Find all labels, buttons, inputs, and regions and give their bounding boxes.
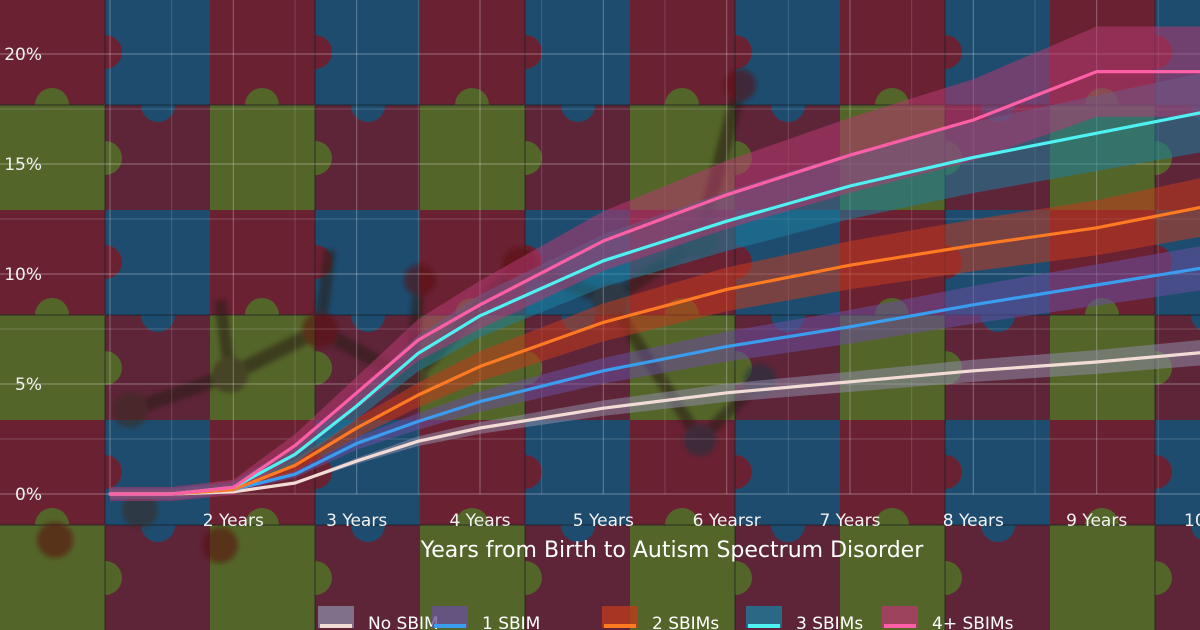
x-axis-title: Years from Birth to Autism Spectrum Diso… [420,538,924,563]
y-tick-label-2: 10% [4,265,42,285]
y-tick-label-0: 0% [15,485,42,505]
band-2 [110,178,1200,498]
x-tick-label-4: 6 Yearsr [693,511,761,531]
y-tick-label-1: 5% [15,375,42,395]
x-tick-label-1: 3 Years [326,511,387,531]
legend-label-2: 2 SBIMs [652,614,719,630]
series-line-0 [108,351,1200,496]
legend-swatch-3 [746,606,782,628]
legend-label-3: 3 SBIMs [796,614,863,630]
series-lines [108,70,1200,496]
x-tick-label-7: 9 Years [1066,511,1127,531]
legend-label-4: 4+ SBIMs [932,614,1014,630]
x-tick-label-8: 10 Years [1184,511,1200,531]
legend-swatch-0 [318,606,354,628]
series-line-4 [108,70,1200,496]
x-tick-label-3: 5 Years [573,511,634,531]
x-tick-label-0: 2 Years [203,511,264,531]
y-tick-label-3: 15% [4,155,42,175]
grid-lines [0,0,1200,495]
x-tick-label-2: 4 Years [449,511,510,531]
band-0 [110,340,1200,494]
legend: No SBIM 1 SBIM 2 SBIMs 3 SBIMs 4+ SBIMs [318,606,1014,630]
x-axis-ticks: 2 Years 3 Years 4 Years 5 Years 6 Yearsr 7 Ye… [203,511,1200,531]
legend-label-0: No SBIM [368,614,439,630]
x-tick-label-5: 7 Years [819,511,880,531]
legend-swatch-4 [882,606,918,628]
x-tick-label-6: 8 Years [943,511,1004,531]
legend-swatch-2 [602,606,638,628]
legend-swatch-1 [432,606,468,628]
band-3 [110,73,1200,500]
y-axis-ticks: 0% 5% 10% 15% 20% [4,45,42,505]
y-tick-label-4: 20% [4,45,42,65]
legend-label-1: 1 SBIM [482,614,540,630]
series-line-2 [108,205,1200,496]
